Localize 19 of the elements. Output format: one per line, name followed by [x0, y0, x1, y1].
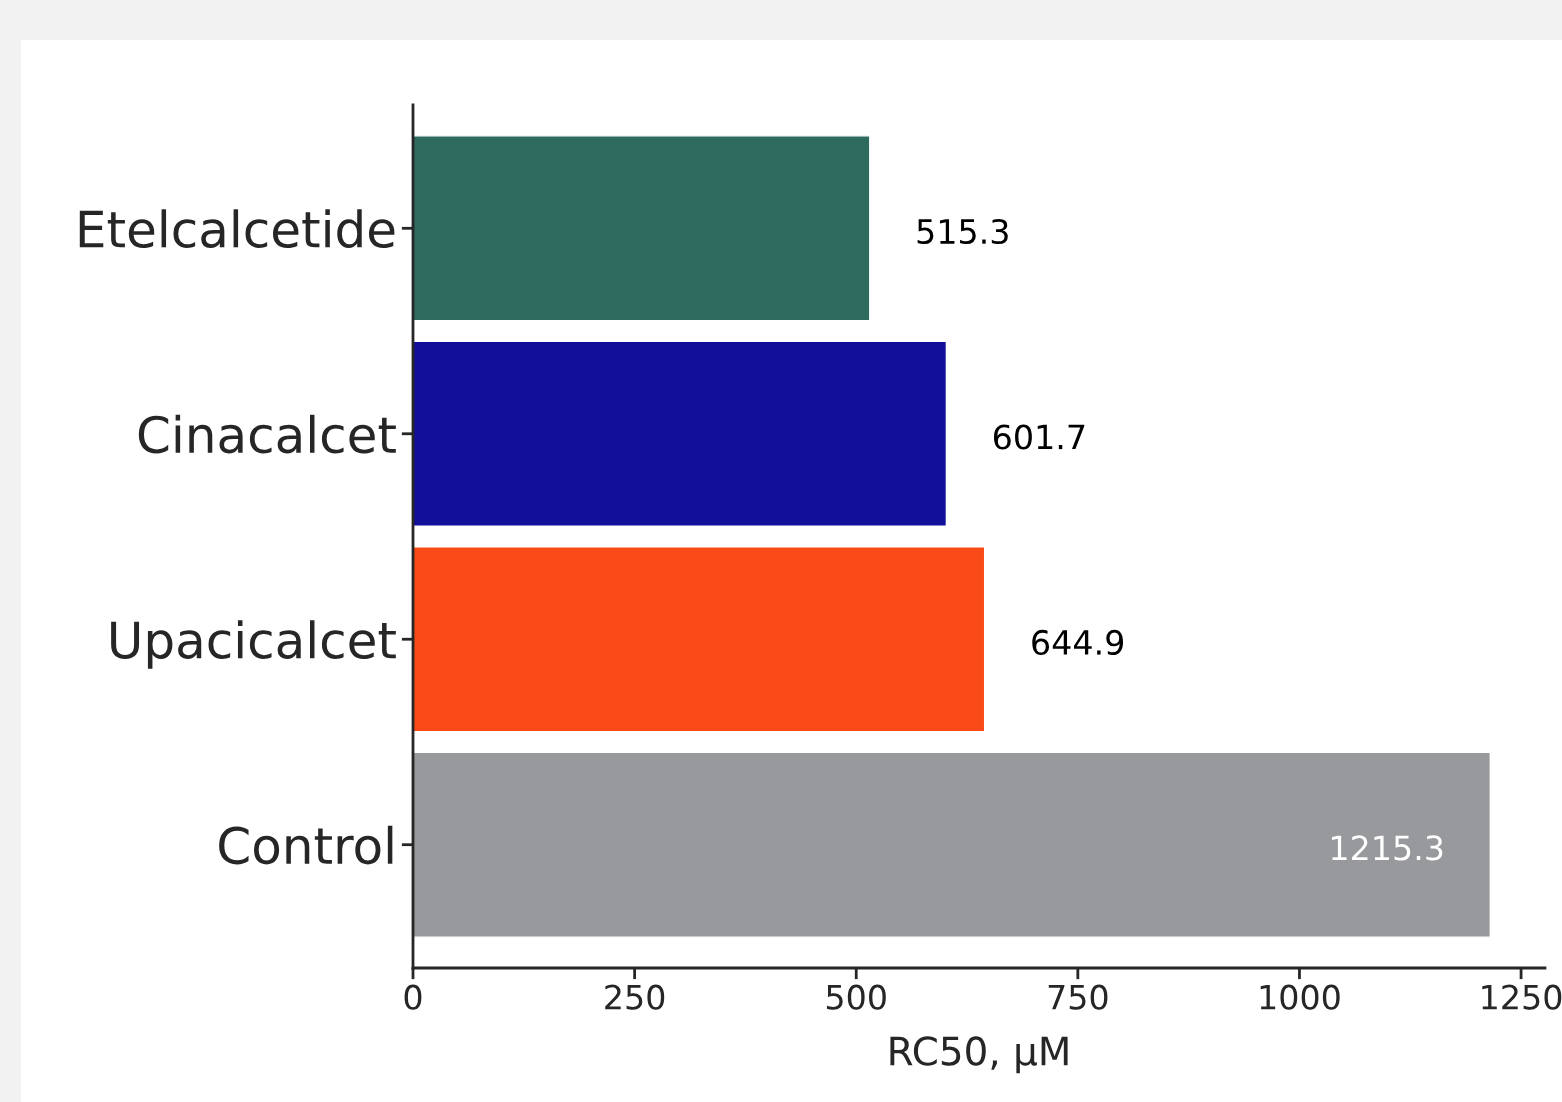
- data-label: 515.3: [917, 218, 1008, 245]
- bar: [413, 751, 1492, 938]
- x-axis-title: RC50, µM: [890, 1036, 1068, 1074]
- y-tick-label: Control: [219, 825, 393, 865]
- x-tick-label: 250: [605, 984, 665, 1010]
- x-tick-label: 1000: [1260, 984, 1340, 1010]
- data-label: 601.7: [993, 424, 1085, 450]
- x-tick-label: 750: [1048, 984, 1108, 1010]
- y-tick-label: Upacicalcet: [111, 620, 396, 669]
- x-tick-label: 0: [404, 984, 422, 1010]
- bar: [413, 135, 871, 322]
- data-label: 1215.3: [1332, 835, 1443, 861]
- x-tick-label: 1250: [1482, 984, 1562, 1010]
- x-tick-label: 500: [826, 984, 886, 1010]
- y-tick-label: Etelcalcetide: [79, 209, 395, 248]
- data-label: 644.9: [1032, 629, 1124, 656]
- bar: [413, 546, 986, 733]
- bar: [413, 340, 948, 527]
- y-tick-label: Cinacalcet: [138, 414, 396, 454]
